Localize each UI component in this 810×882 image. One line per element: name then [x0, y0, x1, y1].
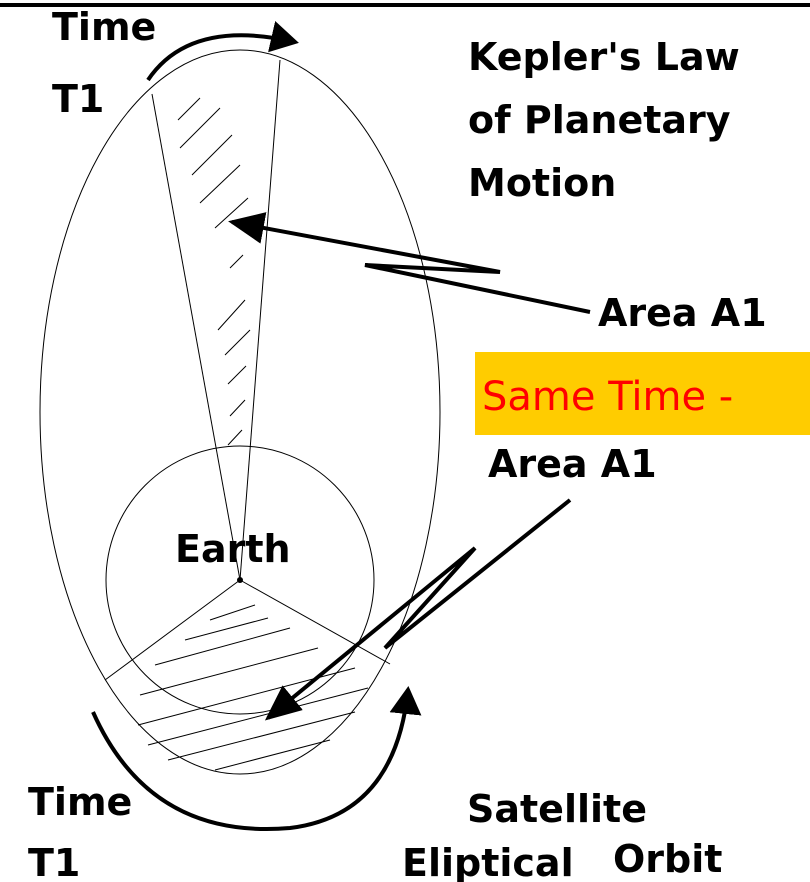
hatch-bottom — [137, 604, 369, 771]
time-label: T1 — [52, 77, 104, 121]
area-label: Area A1 — [598, 291, 767, 335]
earth-circle — [105, 445, 375, 715]
arrow-area-top — [228, 212, 591, 314]
orbit-ellipse — [39, 49, 441, 775]
sector-lines — [104, 59, 391, 681]
title-line: Motion — [468, 161, 616, 205]
title-line: of Planetary — [468, 98, 731, 142]
highlight-box — [475, 352, 810, 435]
time-arc-bottom — [91, 686, 422, 831]
orbit-label: Eliptical — [402, 841, 574, 882]
same-time-label: Same Time - — [482, 374, 733, 420]
arrow-area-bottom — [264, 498, 572, 721]
orbit-label: Satellite — [467, 787, 647, 831]
hatch-top — [177, 97, 251, 446]
time-label: T1 — [28, 841, 80, 882]
time-arc-top — [146, 21, 299, 82]
orbit-label: Orbit — [613, 837, 722, 881]
title-line: Kepler's Law — [468, 35, 740, 79]
area-label: Area A1 — [488, 442, 657, 486]
earth-label: Earth — [175, 527, 291, 571]
time-label: Time — [52, 5, 156, 49]
time-label: Time — [28, 780, 132, 824]
